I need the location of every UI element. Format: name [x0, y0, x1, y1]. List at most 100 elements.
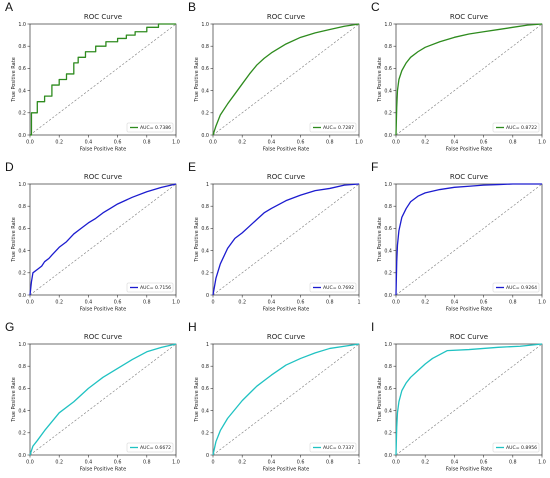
x-tick-label: 1.0: [172, 140, 180, 146]
x-tick-label: 0.2: [55, 300, 63, 306]
legend-box: [309, 282, 357, 293]
legend-label: AUC= 0.7386: [140, 125, 171, 131]
x-tick-label: 0.6: [480, 460, 488, 466]
y-tick-label: 0.0: [384, 293, 392, 299]
chance-diagonal-line: [395, 23, 543, 136]
y-tick-label: 0.2: [384, 111, 392, 117]
plot-frame: [212, 343, 360, 456]
chart-title: ROC Curve: [450, 173, 488, 181]
y-tick-label: 0.2: [201, 111, 209, 117]
y-tick-label: 1.0: [384, 342, 392, 348]
x-tick-label: 0.8: [326, 140, 334, 146]
x-tick-label: 1.0: [538, 460, 546, 466]
roc-panel-e: E ROC Curve 0 0 0.2 0.2 0.4 0.4 0.6 0.6 0.8 0.8 1 1 Fa…: [183, 160, 366, 318]
y-tick-label: 0.8: [201, 364, 209, 370]
legend-label: AUC= 0.8956: [506, 445, 537, 451]
y-tick-label: 0.2: [201, 431, 209, 437]
x-axis-label: False Positive Rate: [263, 307, 309, 313]
chart-title: ROC Curve: [267, 173, 305, 181]
x-tick-label: 1.0: [538, 140, 546, 146]
y-axis-label: True Positive Rate: [377, 377, 383, 423]
chance-diagonal-line: [212, 183, 360, 296]
y-tick-label: 1: [206, 182, 209, 188]
x-tick-label: 0.4: [85, 460, 93, 466]
roc-chart-svg: ROC Curve 00 0.2 0.2 0.4 0.4 0.6 0.6 0.8 0.8 1 1 Fal…: [194, 173, 361, 313]
x-tick-label: 1.0: [355, 140, 363, 146]
y-tick-label: 0.6: [201, 386, 209, 392]
plot-frame: [212, 183, 360, 296]
x-tick-label: 0.6: [480, 140, 488, 146]
roc-panel-a: A ROC Curve 0.0 0.0 0.2 0.2 0.4 0.4 0.6 0.6 0.8 0.8…: [0, 0, 183, 158]
x-axis-label: False Positive Rate: [263, 147, 309, 153]
x-tick-label: 0.0: [392, 300, 400, 306]
y-tick-label: 0.2: [384, 431, 392, 437]
legend-label: AUC= 0.7287: [323, 125, 354, 131]
y-axis-label: True Positive Rate: [11, 377, 17, 423]
chance-diagonal-line: [212, 343, 360, 456]
roc-curve-line: [29, 343, 177, 456]
y-tick-label: 0.8: [384, 44, 392, 50]
x-tick-label: 1: [357, 300, 360, 306]
y-tick-label: 0.0: [201, 133, 209, 139]
x-tick-label: 0.0: [392, 460, 400, 466]
chance-diagonal-line: [29, 23, 177, 136]
y-tick-label: 0.8: [18, 364, 26, 370]
x-tick-label: 0.6: [114, 140, 122, 146]
y-tick-label: 0.6: [201, 66, 209, 72]
y-axis-label: True Positive Rate: [377, 57, 383, 103]
y-tick-label: 0.8: [384, 204, 392, 210]
legend-label: AUC= 0.8722: [506, 125, 537, 131]
x-tick-label: 0.2: [421, 460, 429, 466]
chart-title: ROC Curve: [450, 333, 488, 341]
x-tick-label: 0.2: [55, 460, 63, 466]
y-tick-label: 0.0: [18, 293, 26, 299]
chance-diagonal-line: [212, 23, 360, 136]
panel-letter: H: [188, 320, 197, 334]
plot-frame: [395, 23, 543, 136]
x-tick-label: 0.6: [297, 300, 305, 306]
y-tick-label: 0.8: [18, 204, 26, 210]
chart-title: ROC Curve: [267, 333, 305, 341]
x-tick-label: 0.4: [268, 140, 276, 146]
y-tick-label: 0.6: [384, 66, 392, 72]
y-tick-label: 1.0: [18, 182, 26, 188]
plot-frame: [395, 183, 543, 296]
x-tick-label: 1.0: [538, 300, 546, 306]
y-tick-label: 0.6: [384, 386, 392, 392]
x-axis-label: False Positive Rate: [446, 307, 492, 313]
chart-title: ROC Curve: [450, 13, 488, 21]
chance-diagonal-line: [29, 343, 177, 456]
x-tick-label: 0.6: [297, 460, 305, 466]
y-tick-label: 0.2: [201, 271, 209, 277]
x-tick-label: 0.4: [268, 460, 276, 466]
legend-box: [309, 122, 357, 133]
panel-letter: D: [5, 160, 14, 174]
x-tick-label: 0.0: [26, 300, 34, 306]
panel-letter: E: [188, 160, 197, 174]
x-tick-label: 0.4: [451, 300, 459, 306]
y-axis-label: True Positive Rate: [377, 217, 383, 263]
x-axis-label: False Positive Rate: [80, 147, 126, 153]
x-tick-label: 1.0: [172, 460, 180, 466]
x-tick-label: 0.2: [238, 300, 246, 306]
x-tick-label: 0.8: [326, 460, 334, 466]
plot-frame: [395, 343, 543, 456]
chance-diagonal-line: [395, 183, 543, 296]
y-tick-label: 0.6: [384, 226, 392, 232]
x-tick-label: 0.4: [85, 300, 93, 306]
chart-title: ROC Curve: [84, 333, 122, 341]
chart-title: ROC Curve: [84, 13, 122, 21]
y-tick-label: 0.8: [201, 204, 209, 210]
y-tick-label: 0.6: [201, 226, 209, 232]
y-tick-label: 0.8: [18, 44, 26, 50]
y-tick-label: 0.4: [18, 248, 26, 254]
y-tick-label: 0.2: [18, 271, 26, 277]
roc-chart-svg: ROC Curve 0.00.0 0.2 0.2 0.4 0.4 0.6 0.6 0.8 0.8 1…: [194, 13, 363, 153]
roc-panel-i: I ROC Curve 0.0 0.0 0.2 0.2 0.4 0.4 0.6 0.6 0.8 0.8…: [366, 320, 549, 478]
roc-panel-d: D ROC Curve 0.0 0.0 0.2 0.2 0.4 0.4 0.6 0.6 0.8 0.8…: [0, 160, 183, 318]
x-tick-label: 0.0: [26, 140, 34, 146]
panel-letter: F: [371, 160, 379, 174]
x-tick-label: 0.4: [451, 140, 459, 146]
legend-box: [492, 282, 540, 293]
